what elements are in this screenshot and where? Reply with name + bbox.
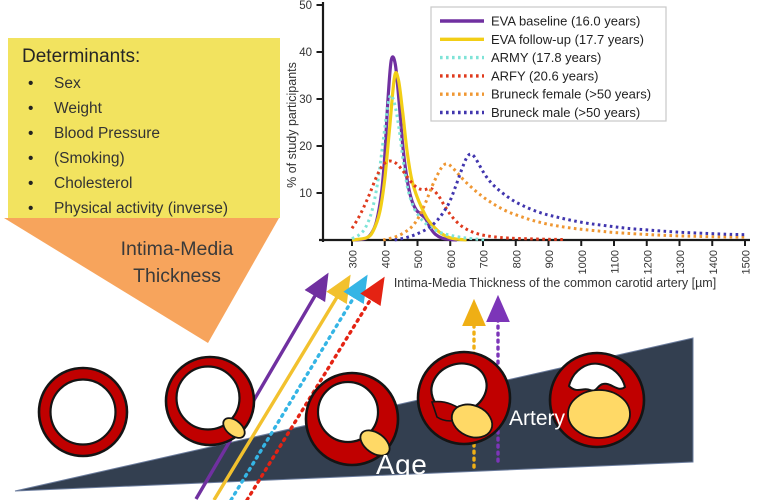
determinants-list: • Sex • Weight • Blood Pressure • (Smoking) • Cho… bbox=[22, 71, 268, 221]
imt-funnel-label-line2: Thickness bbox=[133, 265, 221, 287]
arrow-army bbox=[229, 274, 368, 500]
artery-stage-1 bbox=[37, 366, 129, 458]
artery-stage-5 bbox=[548, 351, 646, 449]
bullet-icon: • bbox=[28, 125, 34, 142]
artery-stage-4 bbox=[416, 350, 512, 446]
artery-label: Artery bbox=[509, 407, 566, 430]
plaque bbox=[222, 417, 246, 439]
arrow-eva-baseline bbox=[194, 272, 329, 500]
imt-funnel-shape bbox=[4, 218, 279, 343]
bullet-icon: • bbox=[28, 150, 34, 167]
imt-funnel bbox=[4, 218, 279, 343]
bullet-icon: • bbox=[28, 100, 34, 117]
age-label: Age bbox=[376, 449, 428, 480]
determinant-item: • Blood Pressure bbox=[22, 121, 268, 146]
determinant-item: • (Smoking) bbox=[22, 146, 268, 171]
bullet-icon: • bbox=[28, 75, 34, 92]
arrow-eva-followup bbox=[212, 274, 351, 500]
determinants-title: Determinants: bbox=[22, 46, 141, 67]
determinant-item: • Weight bbox=[22, 96, 268, 121]
determinant-item: • Physical activity (inverse) bbox=[22, 196, 268, 221]
plaque bbox=[359, 429, 391, 457]
determinants-box: Determinants: • Sex • Weight • Blood Pressure… bbox=[8, 38, 280, 218]
bullet-icon: • bbox=[28, 200, 34, 217]
determinant-item: • Cholesterol bbox=[22, 171, 268, 196]
plaque bbox=[567, 389, 631, 439]
bullet-icon: • bbox=[28, 175, 34, 192]
artery-stage-2 bbox=[164, 355, 256, 447]
lumen-remnant bbox=[567, 362, 627, 392]
plaque bbox=[450, 403, 494, 439]
imt-funnel-label-line1: Intima-Media bbox=[120, 238, 234, 260]
determinant-item: • Sex bbox=[22, 71, 268, 96]
artery-stage-3 bbox=[304, 371, 400, 467]
imt-funnel-label: Intima-Media Thickness bbox=[92, 236, 262, 290]
